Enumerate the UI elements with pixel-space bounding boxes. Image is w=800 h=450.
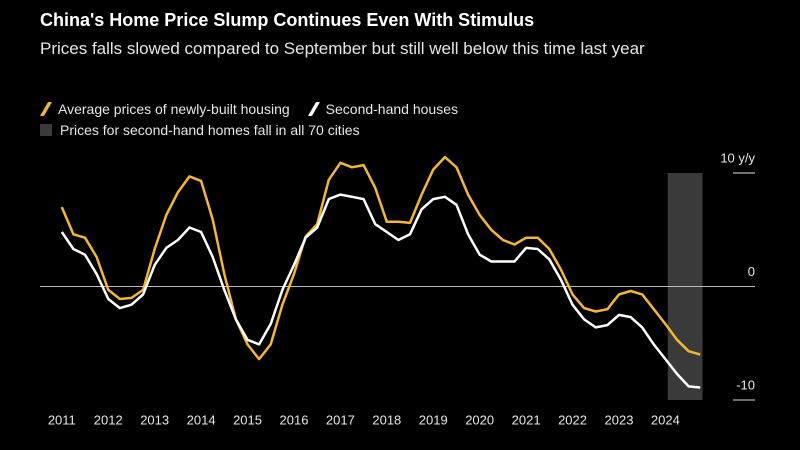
legend: Average prices of newly-built housing Se… [39,101,458,117]
x-tick-label: 2023 [605,412,634,427]
legend: Prices for second-hand homes fall in all… [40,122,360,138]
y-tick-label: 0 [748,264,755,279]
x-tick-label: 2022 [558,412,587,427]
x-tick-label: 2021 [512,412,541,427]
legend-label: Average prices of newly-built housing [58,101,290,117]
chart-title: China's Home Price Slump Continues Even … [40,10,535,30]
x-tick-label: 2020 [465,412,494,427]
x-tick-label: 2015 [233,412,262,427]
legend-label: Prices for second-hand homes fall in all… [60,122,360,138]
legend-swatch [40,124,52,136]
x-tick-label: 2017 [326,412,355,427]
x-tick-label: 2016 [280,412,309,427]
x-tick-label: 2018 [372,412,401,427]
x-tick-label: 2011 [48,412,76,427]
x-tick-label: 2014 [187,412,216,427]
series-line [60,155,701,361]
y-tick-label: -10 [736,377,755,392]
y-tick-label: 10 y/y [720,150,755,165]
x-tick-label: 2024 [651,412,680,427]
series-line [60,193,701,389]
x-tick-label: 2012 [94,412,123,427]
legend-label: Second-hand houses [325,101,458,117]
chart-subtitle: Prices falls slowed compared to Septembe… [40,39,645,58]
x-tick-label: 2013 [140,412,169,427]
x-tick-label: 2019 [419,412,448,427]
